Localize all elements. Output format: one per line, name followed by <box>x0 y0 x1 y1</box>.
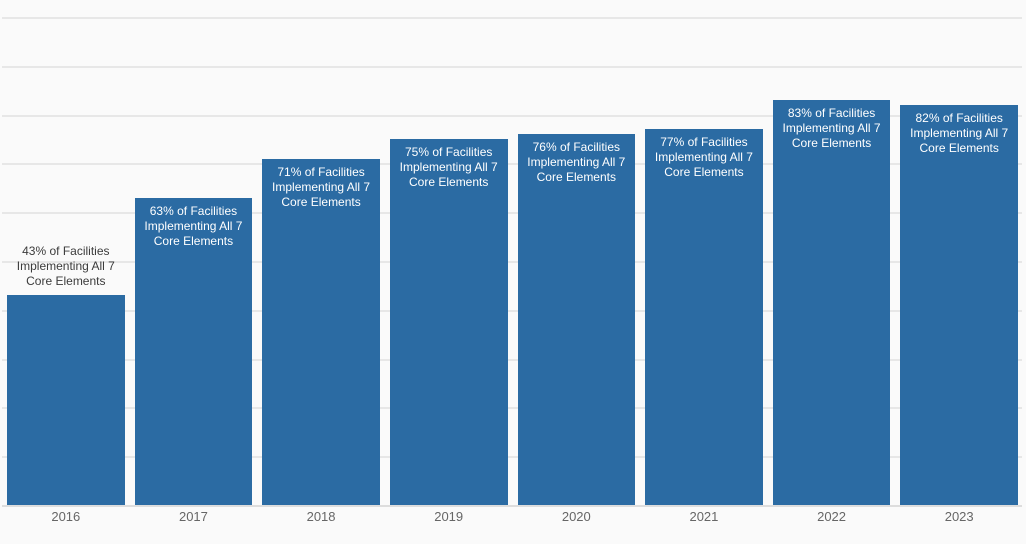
bar-2016[interactable]: 43% of Facilities Implementing All 7 Core … <box>7 244 125 505</box>
bar-label-line: 82% of Facilities <box>915 111 1003 125</box>
bar-label-line: 77% of Facilities <box>660 135 748 149</box>
bar-label-line: Core Elements <box>664 165 744 179</box>
bar-label-line: Core Elements <box>153 234 234 248</box>
gridline <box>2 358 1022 361</box>
bar-label-line: Core Elements <box>409 175 489 189</box>
gridline <box>2 65 1022 68</box>
bar-label-line: Implementing All 7 <box>527 155 626 169</box>
gridline <box>2 261 1022 263</box>
bar-2018[interactable]: 71% of Facilities Implementing All 7 Core … <box>262 159 380 505</box>
x-axis-label: 2021 <box>689 509 719 524</box>
bar-label-line: Implementing All 7 <box>16 259 115 273</box>
x-axis-label: 2017 <box>178 509 208 524</box>
bar-label-line: Core Elements <box>281 195 361 209</box>
bar-label-line: 76% of Facilities <box>532 140 620 154</box>
bar-2022[interactable]: 83% of Facilities Implementing All 7 Core … <box>772 100 891 505</box>
bar-2021[interactable]: 77% of Facilities Implementing All 7 Core … <box>645 129 763 505</box>
bar-label: 71% of Facilities Implementing All 7 Core … <box>256 165 386 210</box>
bar-2023[interactable]: 82% of Facilities Implementing All 7 Core … <box>900 105 1018 505</box>
bar-label-line: Core Elements <box>536 170 616 184</box>
bar-label-line: Core Elements <box>919 141 999 155</box>
gridline <box>2 114 1022 117</box>
gridline <box>2 309 1022 312</box>
bar-label: 63% of Facilities Implementing All 7 Core … <box>129 204 259 249</box>
x-axis-label: 2018 <box>306 509 336 524</box>
bar-label-line: 43% of Facilities <box>22 244 110 258</box>
x-axis-label: 2022 <box>817 509 847 524</box>
x-axis-label: 2019 <box>434 509 464 524</box>
x-axis-label: 2020 <box>561 509 591 524</box>
bar-label: 82% of Facilities Implementing All 7 Core … <box>894 111 1024 156</box>
x-axis-labels: 2016 2017 2018 2019 2020 2021 2022 2023 <box>7 509 1018 525</box>
x-axis-line <box>2 505 1022 507</box>
plot-area: 43% of Facilities Implementing All 7 Core … <box>7 100 1018 505</box>
bar-2019[interactable]: 75% of Facilities Implementing All 7 Core … <box>389 139 508 505</box>
bar-label: 43% of Facilities Implementing All 7 Core … <box>1 244 131 289</box>
gridline <box>2 407 1022 410</box>
bar-2017[interactable]: 63% of Facilities Implementing All 7 Core … <box>134 198 253 505</box>
gridline <box>2 163 1022 166</box>
bar-label-line: Core Elements <box>791 136 872 150</box>
bar-label-line: Implementing All 7 <box>654 150 753 164</box>
bar-2020[interactable]: 76% of Facilities Implementing All 7 Core … <box>517 134 636 505</box>
bar-label: 83% of Facilities Implementing All 7 Core … <box>767 106 897 151</box>
gridline <box>2 212 1022 215</box>
bar-label-line: Implementing All 7 <box>144 219 243 233</box>
bar-label-line: Implementing All 7 <box>782 121 881 135</box>
gridline <box>2 17 1022 19</box>
bar-label-line: Implementing All 7 <box>272 180 371 194</box>
bar-label-line: 63% of Facilities <box>149 204 238 218</box>
bar-label-line: 83% of Facilities <box>787 106 876 120</box>
x-axis-label: 2016 <box>51 509 81 524</box>
gridline <box>2 456 1022 459</box>
bar-label: 75% of Facilities Implementing All 7 Core … <box>384 145 514 190</box>
bar-label-line: Core Elements <box>26 274 106 288</box>
bar-label-line: 75% of Facilities <box>405 145 493 159</box>
bar-label: 77% of Facilities Implementing All 7 Core … <box>639 135 769 180</box>
x-axis-label: 2023 <box>944 509 974 524</box>
bar-label-line: Implementing All 7 <box>399 160 498 174</box>
bar-label-line: 71% of Facilities <box>277 165 365 179</box>
bar-label: 76% of Facilities Implementing All 7 Core … <box>512 140 642 185</box>
bar-label-line: Implementing All 7 <box>910 126 1009 140</box>
